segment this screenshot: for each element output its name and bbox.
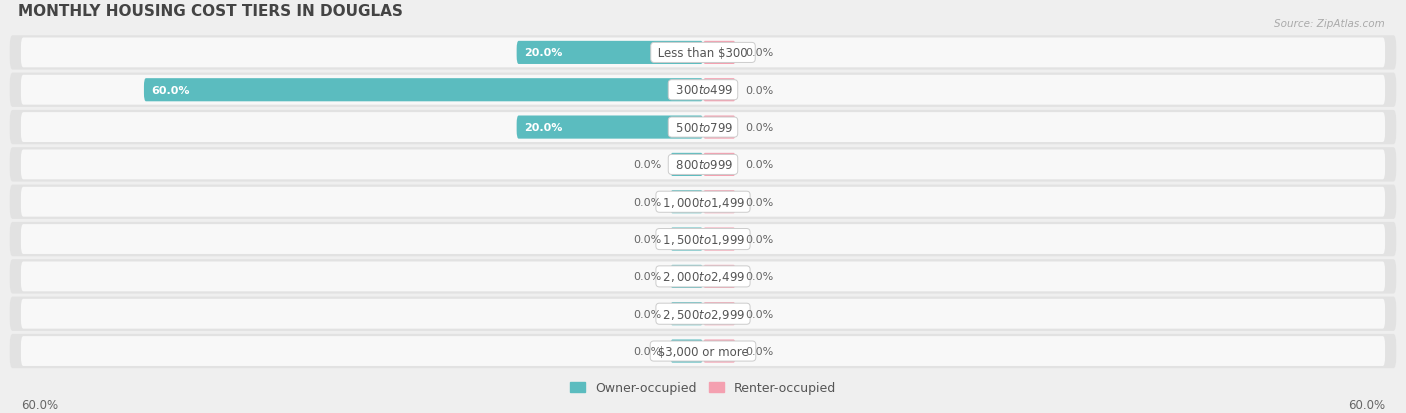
FancyBboxPatch shape bbox=[703, 302, 735, 325]
Text: Source: ZipAtlas.com: Source: ZipAtlas.com bbox=[1274, 19, 1385, 28]
FancyBboxPatch shape bbox=[10, 148, 1396, 182]
Text: 0.0%: 0.0% bbox=[633, 346, 661, 356]
Text: 0.0%: 0.0% bbox=[745, 123, 773, 133]
Text: 0.0%: 0.0% bbox=[745, 346, 773, 356]
Text: $3,000 or more: $3,000 or more bbox=[654, 345, 752, 358]
FancyBboxPatch shape bbox=[703, 154, 735, 176]
FancyBboxPatch shape bbox=[10, 74, 1396, 108]
FancyBboxPatch shape bbox=[671, 228, 703, 251]
FancyBboxPatch shape bbox=[21, 38, 1385, 68]
FancyBboxPatch shape bbox=[703, 191, 735, 214]
Text: 60.0%: 60.0% bbox=[1348, 398, 1385, 411]
Text: 0.0%: 0.0% bbox=[745, 85, 773, 95]
FancyBboxPatch shape bbox=[671, 339, 703, 363]
FancyBboxPatch shape bbox=[703, 265, 735, 288]
FancyBboxPatch shape bbox=[10, 297, 1396, 331]
Text: 0.0%: 0.0% bbox=[745, 235, 773, 244]
Text: 0.0%: 0.0% bbox=[633, 235, 661, 244]
FancyBboxPatch shape bbox=[21, 113, 1385, 142]
FancyBboxPatch shape bbox=[671, 191, 703, 214]
FancyBboxPatch shape bbox=[10, 185, 1396, 219]
FancyBboxPatch shape bbox=[703, 42, 735, 65]
Text: MONTHLY HOUSING COST TIERS IN DOUGLAS: MONTHLY HOUSING COST TIERS IN DOUGLAS bbox=[18, 4, 404, 19]
FancyBboxPatch shape bbox=[671, 265, 703, 288]
Text: 20.0%: 20.0% bbox=[524, 48, 562, 58]
Text: 60.0%: 60.0% bbox=[152, 85, 190, 95]
Text: 0.0%: 0.0% bbox=[745, 160, 773, 170]
FancyBboxPatch shape bbox=[10, 222, 1396, 256]
FancyBboxPatch shape bbox=[21, 150, 1385, 180]
Text: 60.0%: 60.0% bbox=[21, 398, 58, 411]
Text: $1,500 to $1,999: $1,500 to $1,999 bbox=[659, 233, 747, 247]
Text: 20.0%: 20.0% bbox=[524, 123, 562, 133]
FancyBboxPatch shape bbox=[671, 154, 703, 176]
Text: $1,000 to $1,499: $1,000 to $1,499 bbox=[659, 195, 747, 209]
FancyBboxPatch shape bbox=[703, 339, 735, 363]
FancyBboxPatch shape bbox=[10, 260, 1396, 294]
FancyBboxPatch shape bbox=[671, 302, 703, 325]
FancyBboxPatch shape bbox=[21, 76, 1385, 105]
Text: $2,000 to $2,499: $2,000 to $2,499 bbox=[659, 270, 747, 284]
Text: $300 to $499: $300 to $499 bbox=[672, 84, 734, 97]
Text: $2,500 to $2,999: $2,500 to $2,999 bbox=[659, 307, 747, 321]
FancyBboxPatch shape bbox=[21, 336, 1385, 366]
FancyBboxPatch shape bbox=[10, 334, 1396, 368]
Text: $800 to $999: $800 to $999 bbox=[672, 159, 734, 171]
FancyBboxPatch shape bbox=[516, 42, 703, 65]
Legend: Owner-occupied, Renter-occupied: Owner-occupied, Renter-occupied bbox=[565, 376, 841, 399]
Text: 0.0%: 0.0% bbox=[633, 272, 661, 282]
Text: $500 to $799: $500 to $799 bbox=[672, 121, 734, 134]
Text: 0.0%: 0.0% bbox=[633, 309, 661, 319]
FancyBboxPatch shape bbox=[21, 299, 1385, 329]
Text: Less than $300: Less than $300 bbox=[654, 47, 752, 60]
FancyBboxPatch shape bbox=[516, 116, 703, 139]
FancyBboxPatch shape bbox=[703, 228, 735, 251]
FancyBboxPatch shape bbox=[21, 225, 1385, 254]
Text: 0.0%: 0.0% bbox=[745, 272, 773, 282]
FancyBboxPatch shape bbox=[21, 262, 1385, 292]
Text: 0.0%: 0.0% bbox=[745, 48, 773, 58]
FancyBboxPatch shape bbox=[143, 79, 703, 102]
Text: 0.0%: 0.0% bbox=[745, 197, 773, 207]
Text: 0.0%: 0.0% bbox=[633, 160, 661, 170]
FancyBboxPatch shape bbox=[10, 36, 1396, 70]
Text: 0.0%: 0.0% bbox=[745, 309, 773, 319]
Text: 0.0%: 0.0% bbox=[633, 197, 661, 207]
FancyBboxPatch shape bbox=[21, 188, 1385, 217]
FancyBboxPatch shape bbox=[10, 111, 1396, 145]
FancyBboxPatch shape bbox=[703, 116, 735, 139]
FancyBboxPatch shape bbox=[703, 79, 735, 102]
